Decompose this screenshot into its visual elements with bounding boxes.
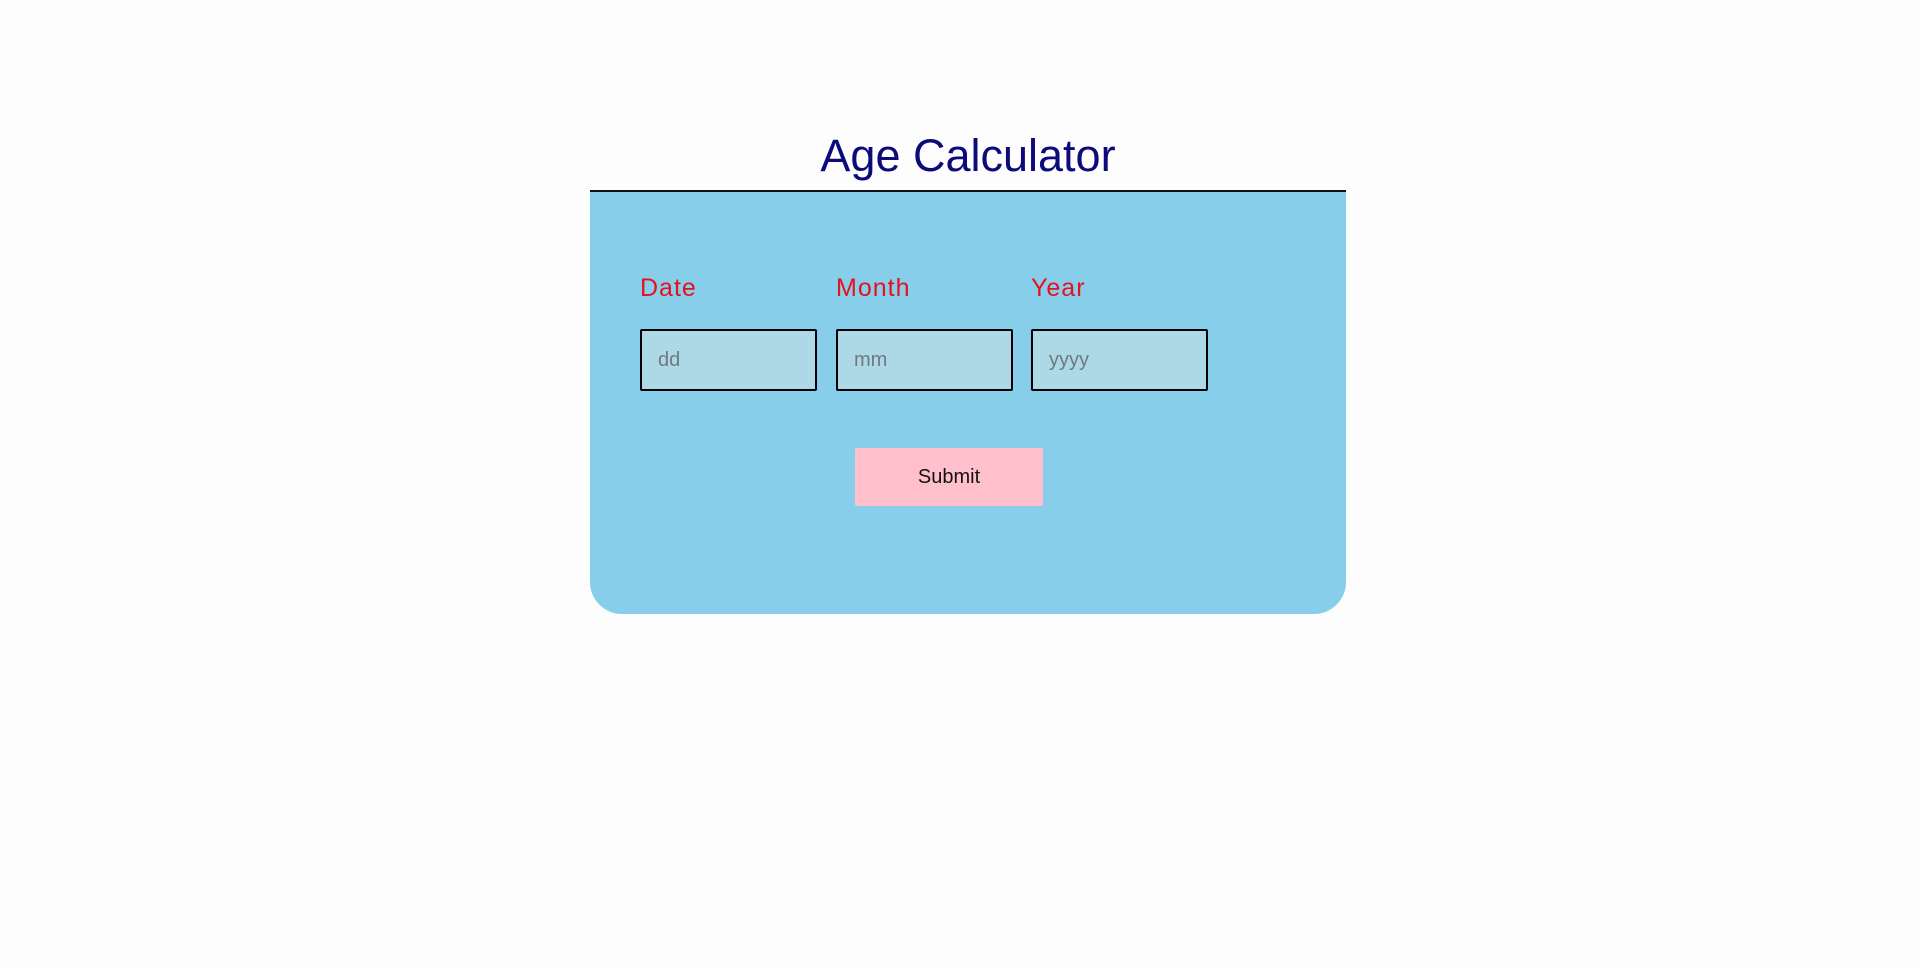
calculator-card: Date Month Year Submit [590,192,1346,614]
title-divider [590,190,1346,192]
year-field-group: Year [1031,274,1208,391]
year-label: Year [1031,274,1086,302]
date-label: Date [640,274,697,302]
month-input[interactable] [836,329,1013,391]
month-field-group: Month [836,274,1013,391]
month-label: Month [836,274,911,302]
date-field-group: Date [640,274,817,391]
date-input[interactable] [640,329,817,391]
submit-button[interactable]: Submit [855,448,1043,506]
page-title: Age Calculator [820,130,1116,181]
year-input[interactable] [1031,329,1208,391]
